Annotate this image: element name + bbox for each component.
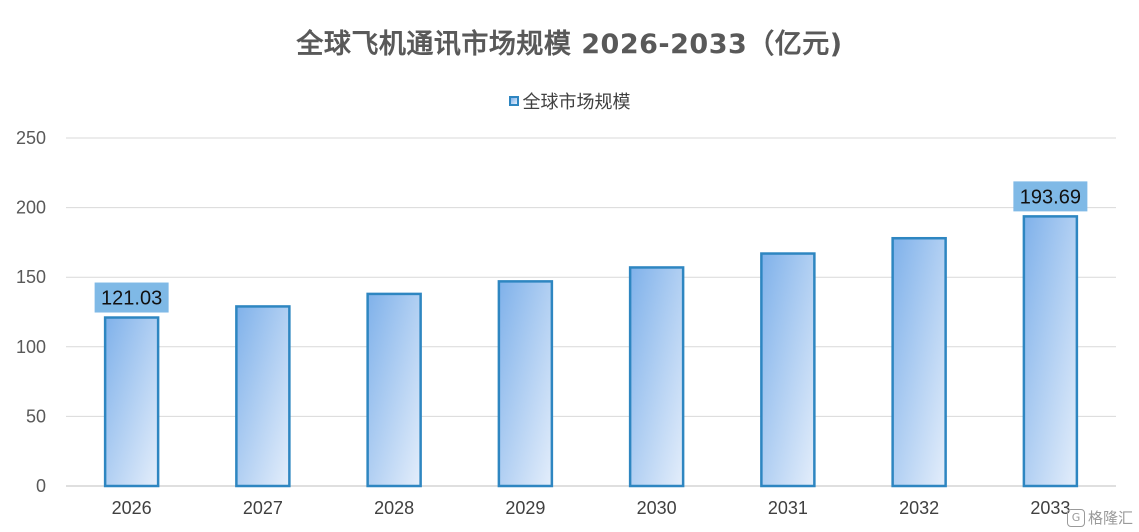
data-label: 193.69 bbox=[1020, 186, 1081, 208]
legend: 全球市场规模 bbox=[0, 88, 1139, 114]
legend-swatch bbox=[508, 96, 519, 106]
chart-title: 全球飞机通讯市场规模 2026-2033（亿元) bbox=[296, 29, 843, 60]
y-tick-label: 0 bbox=[36, 476, 46, 496]
bar-2032 bbox=[891, 236, 947, 488]
bar-2033 bbox=[1022, 215, 1079, 488]
x-tick-label: 2026 bbox=[112, 498, 152, 518]
bar-2031 bbox=[760, 252, 816, 488]
data-label-box bbox=[1013, 181, 1088, 212]
y-tick-label: 200 bbox=[16, 198, 46, 218]
bar-2030 bbox=[628, 266, 685, 488]
bars bbox=[103, 215, 1079, 488]
x-tick-label: 2033 bbox=[1030, 498, 1070, 518]
legend-label: 全球市场规模 bbox=[522, 92, 631, 113]
x-tick-label: 2028 bbox=[374, 498, 414, 518]
bar-2026 bbox=[103, 316, 160, 488]
data-label-box bbox=[94, 282, 169, 313]
watermark: G 格隆汇 bbox=[1066, 507, 1133, 528]
bar-2028 bbox=[366, 292, 422, 488]
bar-2029 bbox=[497, 280, 554, 488]
x-axis-ticks: 2026 2027 2028 2029 2030 2031 2032 2033 bbox=[112, 498, 1071, 518]
y-tick-label: 50 bbox=[26, 406, 46, 426]
watermark-logo-icon: G bbox=[1066, 508, 1085, 527]
gridlines bbox=[66, 137, 1116, 487]
data-label: 121.03 bbox=[101, 288, 162, 310]
x-tick-label: 2029 bbox=[505, 498, 545, 518]
x-tick-label: 2032 bbox=[899, 498, 939, 518]
y-tick-label: 100 bbox=[16, 337, 46, 357]
data-labels: 121.03 193.69 bbox=[94, 181, 1088, 313]
x-tick-label: 2027 bbox=[243, 498, 283, 518]
watermark-text: 格隆汇 bbox=[1087, 509, 1133, 527]
bar-2027 bbox=[235, 305, 291, 488]
x-tick-label: 2030 bbox=[637, 498, 677, 518]
y-tick-label: 250 bbox=[16, 128, 46, 148]
y-axis-ticks: 0 50 100 150 200 250 bbox=[16, 128, 46, 496]
y-tick-label: 150 bbox=[16, 267, 46, 287]
x-tick-label: 2031 bbox=[768, 498, 808, 518]
